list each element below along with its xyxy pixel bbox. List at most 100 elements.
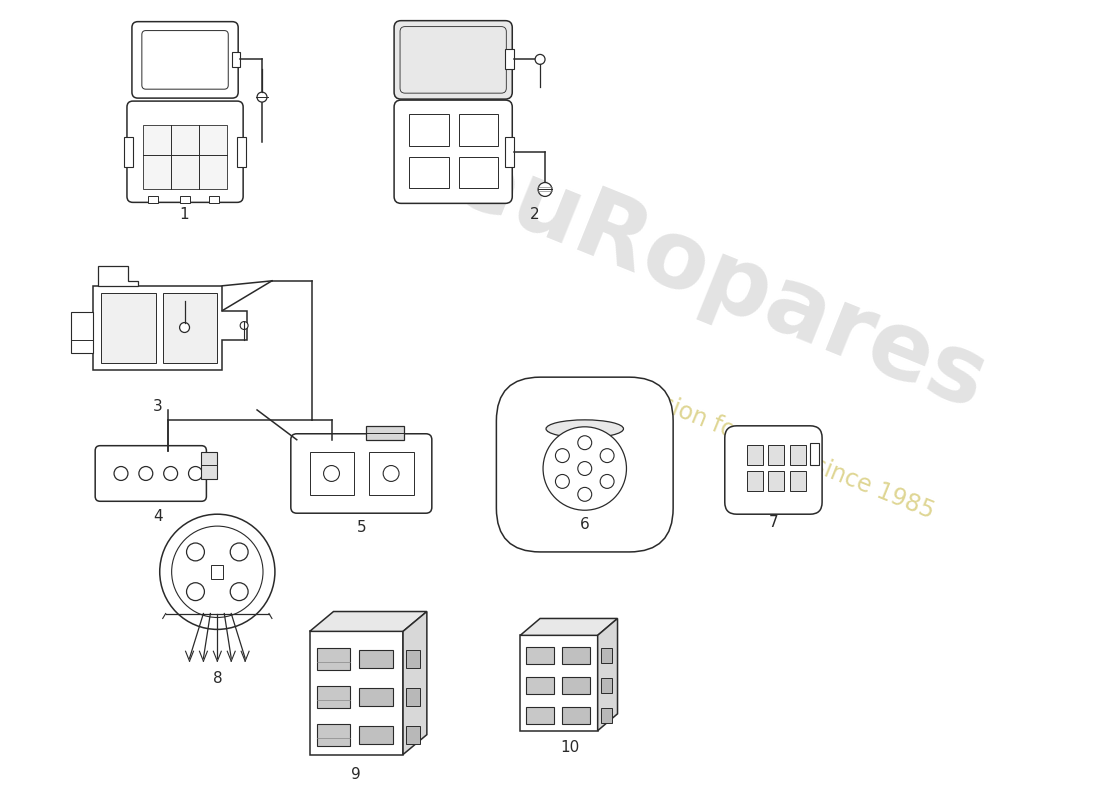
Bar xyxy=(562,677,590,694)
Circle shape xyxy=(601,449,614,462)
Bar xyxy=(769,445,784,465)
Bar xyxy=(360,650,393,668)
Bar xyxy=(317,648,351,670)
Circle shape xyxy=(230,543,249,561)
Bar xyxy=(505,137,514,166)
Bar xyxy=(209,197,219,203)
Bar xyxy=(163,293,218,363)
Circle shape xyxy=(601,474,614,488)
Text: 6: 6 xyxy=(580,517,590,532)
Bar xyxy=(124,137,133,166)
Bar xyxy=(211,565,223,578)
FancyBboxPatch shape xyxy=(394,100,513,203)
FancyBboxPatch shape xyxy=(394,21,513,99)
Bar xyxy=(101,293,156,363)
Bar xyxy=(790,471,806,491)
Bar xyxy=(72,312,94,354)
FancyBboxPatch shape xyxy=(132,22,239,98)
Bar xyxy=(562,707,590,724)
Polygon shape xyxy=(403,611,427,754)
Text: 7: 7 xyxy=(769,514,778,530)
Bar xyxy=(526,647,554,664)
Bar xyxy=(406,650,420,668)
Bar xyxy=(409,114,449,146)
Bar xyxy=(238,137,246,166)
Bar xyxy=(790,445,806,465)
Circle shape xyxy=(179,322,189,333)
Text: 1: 1 xyxy=(179,206,189,222)
Bar xyxy=(317,724,351,746)
Bar xyxy=(505,50,514,70)
Polygon shape xyxy=(98,266,138,286)
Circle shape xyxy=(188,466,202,481)
Bar xyxy=(366,426,404,440)
Bar xyxy=(201,452,218,479)
Circle shape xyxy=(578,487,592,502)
Text: 9: 9 xyxy=(352,767,361,782)
Circle shape xyxy=(538,182,552,197)
Circle shape xyxy=(556,449,570,462)
FancyBboxPatch shape xyxy=(725,426,822,514)
Polygon shape xyxy=(94,286,248,370)
Text: passion for parts since 1985: passion for parts since 1985 xyxy=(618,376,938,523)
FancyBboxPatch shape xyxy=(290,434,432,514)
Text: 3: 3 xyxy=(153,399,163,414)
Bar xyxy=(769,471,784,491)
Bar xyxy=(409,157,449,189)
Circle shape xyxy=(323,466,340,482)
Bar xyxy=(747,471,762,491)
Circle shape xyxy=(172,526,263,618)
FancyBboxPatch shape xyxy=(496,377,673,552)
Circle shape xyxy=(535,54,544,64)
Polygon shape xyxy=(310,631,403,754)
Bar xyxy=(360,726,393,743)
Bar xyxy=(747,445,762,465)
FancyBboxPatch shape xyxy=(400,26,506,93)
Text: 2: 2 xyxy=(530,206,540,222)
Bar xyxy=(147,197,157,203)
Text: 4: 4 xyxy=(153,509,163,524)
Circle shape xyxy=(114,466,128,481)
Bar xyxy=(562,647,590,664)
Circle shape xyxy=(257,92,267,102)
Bar xyxy=(526,707,554,724)
FancyBboxPatch shape xyxy=(96,446,207,502)
Polygon shape xyxy=(597,618,617,730)
Bar xyxy=(406,688,420,706)
Bar xyxy=(459,114,498,146)
Circle shape xyxy=(578,436,592,450)
Polygon shape xyxy=(520,635,597,730)
Circle shape xyxy=(139,466,153,481)
Circle shape xyxy=(160,514,275,630)
Bar xyxy=(459,157,498,189)
Text: euRopares: euRopares xyxy=(439,132,999,430)
Bar xyxy=(811,442,819,465)
Bar xyxy=(179,197,189,203)
Polygon shape xyxy=(310,611,427,631)
Circle shape xyxy=(187,582,205,601)
Circle shape xyxy=(230,582,249,601)
Bar xyxy=(601,678,612,693)
Polygon shape xyxy=(520,618,617,635)
FancyBboxPatch shape xyxy=(126,101,243,202)
Bar xyxy=(310,452,354,495)
Bar xyxy=(601,708,612,722)
Bar xyxy=(601,648,612,663)
Bar xyxy=(232,53,240,67)
Bar xyxy=(370,452,414,495)
Circle shape xyxy=(556,474,570,488)
Text: 5: 5 xyxy=(356,520,366,534)
Bar xyxy=(360,688,393,706)
Circle shape xyxy=(164,466,177,481)
Bar xyxy=(406,726,420,743)
FancyBboxPatch shape xyxy=(142,30,229,89)
Circle shape xyxy=(543,427,627,510)
Ellipse shape xyxy=(546,420,624,438)
Bar xyxy=(526,677,554,694)
Bar xyxy=(143,125,228,190)
Circle shape xyxy=(240,322,249,330)
Text: 8: 8 xyxy=(212,670,222,686)
Circle shape xyxy=(187,543,205,561)
Circle shape xyxy=(578,462,592,475)
Bar xyxy=(317,686,351,708)
